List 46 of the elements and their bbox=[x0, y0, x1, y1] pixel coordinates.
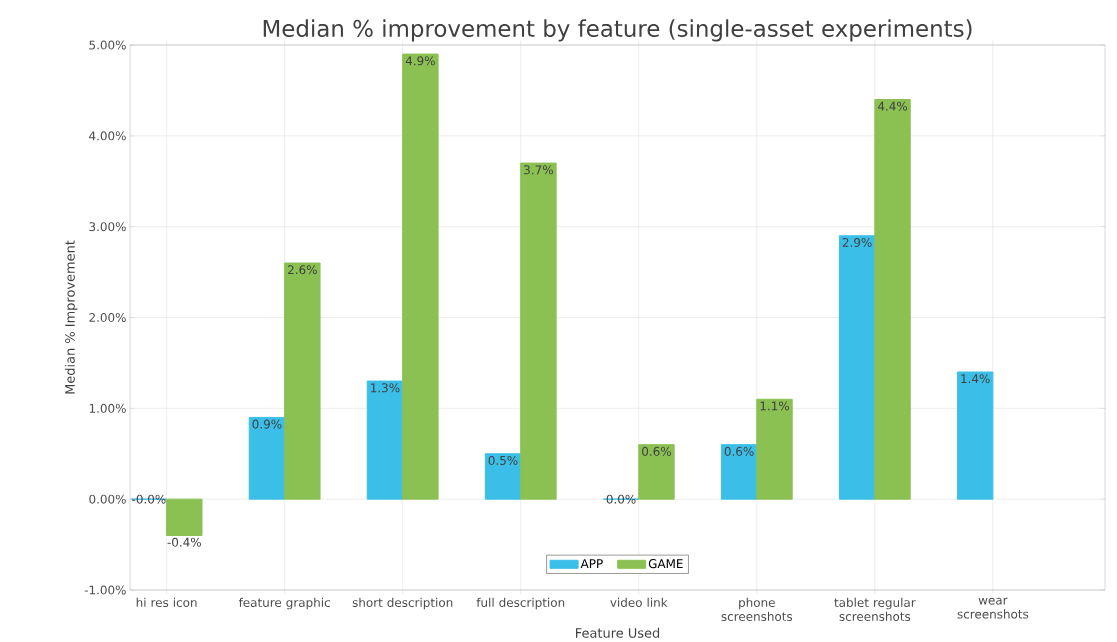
data-label: 1.3% bbox=[371, 383, 400, 393]
data-label: 0.5% bbox=[488, 455, 518, 465]
bar bbox=[484, 453, 522, 500]
bar bbox=[284, 262, 321, 500]
x-tick-label: hi res icon bbox=[136, 597, 197, 608]
data-label: -0.4% bbox=[167, 537, 201, 547]
bar bbox=[874, 99, 911, 500]
bar bbox=[366, 380, 404, 500]
bar bbox=[720, 444, 758, 500]
data-label: 0.6% bbox=[724, 446, 754, 456]
data-label: 1.1% bbox=[760, 401, 790, 411]
data-label: 0.9% bbox=[252, 419, 282, 429]
y-tick-label: 3.00% bbox=[89, 222, 126, 232]
y-tick-label: 4.00% bbox=[89, 131, 126, 141]
x-tick-label: phone screenshots bbox=[721, 597, 793, 621]
x-axis-title: Feature Used bbox=[576, 627, 660, 638]
data-label: 4.9% bbox=[405, 56, 435, 66]
data-label: 1.4% bbox=[961, 374, 990, 384]
data-label: 2.6% bbox=[288, 265, 317, 275]
bar bbox=[838, 235, 876, 500]
y-tick-label: -1.00% bbox=[84, 585, 126, 595]
bar bbox=[248, 416, 286, 500]
x-tick-label: full description bbox=[476, 597, 565, 610]
bar bbox=[756, 398, 793, 500]
x-tick-label: feature graphic bbox=[238, 597, 330, 610]
x-tick-label: tablet regular screenshots bbox=[834, 597, 916, 621]
y-tick-label: 5.00% bbox=[89, 40, 126, 50]
data-label: 4.4% bbox=[877, 101, 908, 111]
x-tick-label: wear screenshots bbox=[957, 597, 1029, 619]
data-label: 0.6% bbox=[642, 446, 671, 456]
bar bbox=[956, 371, 994, 500]
bar bbox=[402, 53, 439, 500]
data-label: 3.7% bbox=[524, 165, 553, 175]
y-tick-label: 0.00% bbox=[89, 494, 126, 504]
y-axis-title: Median % Improvement bbox=[64, 240, 78, 394]
legend-label: GAME bbox=[648, 559, 683, 569]
data-label: 2.9% bbox=[842, 237, 872, 247]
bar bbox=[520, 162, 557, 500]
bar bbox=[166, 498, 203, 536]
x-tick-label: video link bbox=[610, 597, 668, 608]
y-tick-label: 2.00% bbox=[89, 312, 126, 323]
y-tick-label: 1.00% bbox=[89, 403, 126, 413]
x-tick-label: short description bbox=[352, 597, 453, 610]
chart-title: Median % improvement by feature (single-asset experiments) bbox=[263, 19, 972, 42]
legend-label: APP bbox=[580, 559, 603, 568]
bar bbox=[638, 444, 675, 500]
